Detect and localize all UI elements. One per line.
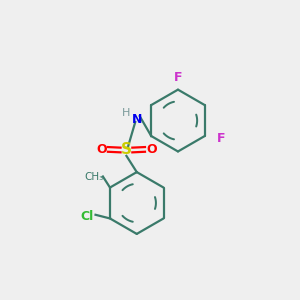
Text: O: O: [146, 143, 157, 156]
Text: N: N: [132, 112, 142, 126]
Text: S: S: [121, 142, 132, 158]
Text: F: F: [217, 133, 225, 146]
Text: H: H: [122, 108, 130, 118]
Text: F: F: [174, 71, 182, 84]
Text: Cl: Cl: [80, 210, 93, 223]
Text: O: O: [96, 143, 107, 156]
Text: CH₃: CH₃: [84, 172, 104, 182]
